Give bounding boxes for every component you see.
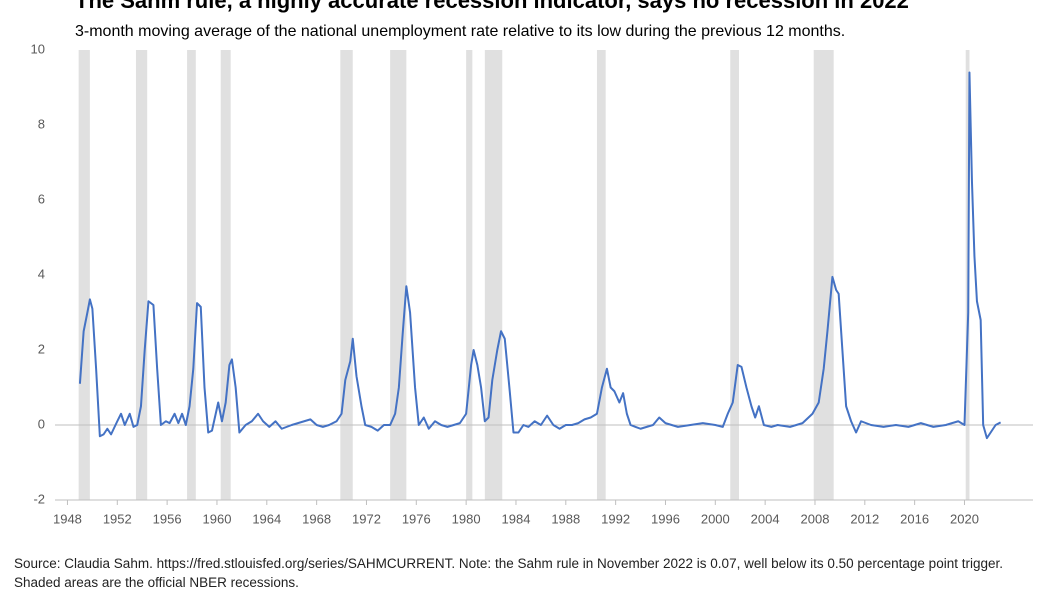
- recession-band: [466, 50, 473, 500]
- y-tick-label: 10: [31, 41, 45, 56]
- x-tick-label: 2012: [850, 511, 879, 526]
- recession-band: [340, 50, 353, 500]
- x-tick-label: 1956: [153, 511, 182, 526]
- x-tick-label: 1972: [352, 511, 381, 526]
- source-note: Source: Claudia Sahm. https://fred.stlou…: [14, 556, 1003, 590]
- x-tick-label: 1984: [502, 511, 531, 526]
- chart: The Sahm rule, a highly accurate recessi…: [31, 0, 1033, 526]
- x-tick-label: 2004: [751, 511, 780, 526]
- y-tick-label: 6: [38, 191, 45, 206]
- recession-band: [135, 50, 148, 500]
- x-tick-label: 1988: [551, 511, 580, 526]
- x-tick-label: 2020: [950, 511, 979, 526]
- x-tick-label: 2008: [801, 511, 830, 526]
- recession-band: [78, 50, 90, 500]
- x-tick-label: 1996: [651, 511, 680, 526]
- x-tick-label: 1980: [452, 511, 481, 526]
- y-tick-label: 2: [38, 341, 45, 356]
- x-tick-label: 1952: [103, 511, 132, 526]
- recession-band: [596, 50, 606, 500]
- recession-band: [187, 50, 196, 500]
- y-tick-label: 0: [38, 416, 45, 431]
- y-tick-label: 4: [38, 266, 45, 281]
- y-tick-label: 8: [38, 116, 45, 131]
- recession-band: [220, 50, 231, 500]
- recession-band: [390, 50, 407, 500]
- x-tick-label: 2016: [900, 511, 929, 526]
- series-line: [78, 71, 1002, 440]
- recession-band: [730, 50, 739, 500]
- recession-band: [813, 50, 834, 500]
- x-tick-label: 2000: [701, 511, 730, 526]
- y-tick-label: -2: [33, 491, 45, 506]
- x-tick-label: 1964: [252, 511, 281, 526]
- chart-title: The Sahm rule, a highly accurate recessi…: [75, 0, 909, 13]
- x-tick-label: 1992: [601, 511, 630, 526]
- x-tick-label: 1968: [302, 511, 331, 526]
- x-tick-label: 1960: [203, 511, 232, 526]
- chart-subtitle: 3-month moving average of the national u…: [75, 23, 845, 40]
- x-tick-label: 1976: [402, 511, 431, 526]
- recession-band: [484, 50, 503, 500]
- x-tick-label: 1948: [53, 511, 82, 526]
